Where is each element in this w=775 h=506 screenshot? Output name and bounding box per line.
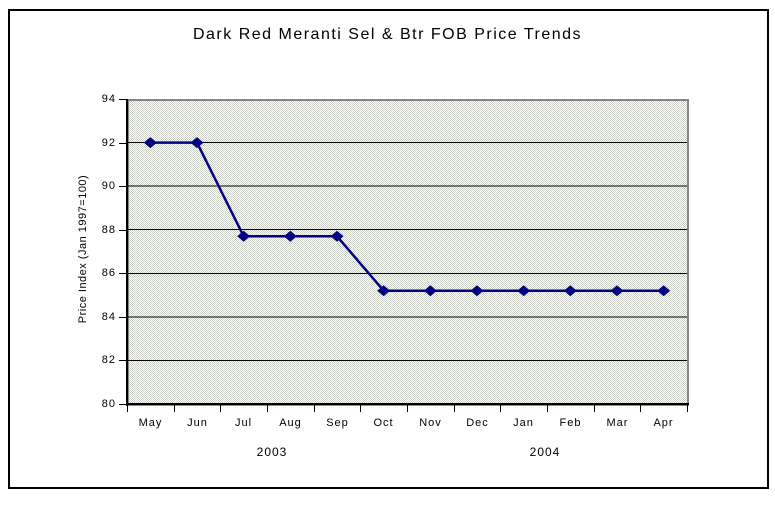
x-tick-label-Aug: Aug — [279, 417, 302, 429]
x-tick-9 — [547, 405, 548, 412]
data-point-Apr — [657, 285, 671, 297]
x-tick-label-Nov: Nov — [419, 417, 442, 429]
data-point-May — [143, 137, 157, 149]
y-tick-label-86: 86 — [101, 267, 116, 279]
x-tick-label-Sep: Sep — [326, 417, 349, 429]
x-axis-year-label-2004: 2004 — [529, 445, 561, 459]
x-tick-label-Jan: Jan — [513, 417, 534, 429]
y-tick-label-84: 84 — [101, 311, 116, 323]
y-axis-title: Price Index (Jan 1997=100) — [77, 174, 89, 324]
x-tick-label-Dec: Dec — [466, 417, 489, 429]
x-tick-label-Feb: Feb — [559, 417, 582, 429]
y-tick-82 — [119, 360, 126, 361]
y-tick-label-92: 92 — [101, 137, 116, 149]
y-tick-80 — [119, 404, 126, 405]
x-tick-label-Mar: Mar — [606, 417, 629, 429]
x-tick-0 — [127, 405, 128, 412]
y-tick-label-80: 80 — [101, 398, 116, 410]
chart-title: Dark Red Meranti Sel & Btr FOB Price Tre… — [192, 26, 583, 43]
data-point-Jul — [237, 230, 251, 242]
x-tick-8 — [500, 405, 501, 412]
data-point-Dec — [470, 285, 484, 297]
y-tick-label-90: 90 — [101, 180, 116, 192]
x-axis-year-label-2003: 2003 — [256, 445, 288, 459]
series-line — [150, 141, 664, 292]
y-tick-88 — [119, 230, 126, 231]
x-tick-4 — [314, 405, 315, 412]
plot-area — [127, 99, 689, 406]
y-tick-90 — [119, 186, 126, 187]
data-point-Mar — [610, 285, 624, 297]
data-point-Aug — [283, 230, 297, 242]
y-tick-label-88: 88 — [101, 224, 116, 236]
x-tick-7 — [454, 405, 455, 412]
y-tick-label-94: 94 — [101, 93, 116, 105]
x-tick-label-Jun: Jun — [187, 417, 208, 429]
data-point-Jan — [517, 285, 531, 297]
x-tick-10 — [594, 405, 595, 412]
x-tick-3 — [267, 405, 268, 412]
y-tick-92 — [119, 143, 126, 144]
data-point-Nov — [423, 285, 437, 297]
data-point-Jun — [190, 137, 204, 149]
y-tick-86 — [119, 273, 126, 274]
data-point-Feb — [563, 285, 577, 297]
x-tick-11 — [640, 405, 641, 412]
data-point-Oct — [377, 285, 391, 297]
y-tick-94 — [119, 99, 126, 100]
data-point-Sep — [330, 230, 344, 242]
y-axis-line — [126, 99, 128, 406]
x-tick-6 — [407, 405, 408, 412]
x-tick-12 — [687, 405, 688, 412]
x-tick-1 — [174, 405, 175, 412]
x-axis-line — [126, 403, 689, 405]
y-tick-label-82: 82 — [101, 354, 116, 366]
x-tick-label-Apr: Apr — [653, 417, 674, 429]
x-tick-label-Oct: Oct — [373, 417, 394, 429]
x-tick-2 — [220, 405, 221, 412]
price-trend-line-chart — [127, 137, 687, 361]
x-tick-label-May: May — [138, 417, 163, 429]
x-tick-5 — [360, 405, 361, 412]
x-tick-label-Jul: Jul — [234, 417, 253, 429]
y-tick-84 — [119, 317, 126, 318]
